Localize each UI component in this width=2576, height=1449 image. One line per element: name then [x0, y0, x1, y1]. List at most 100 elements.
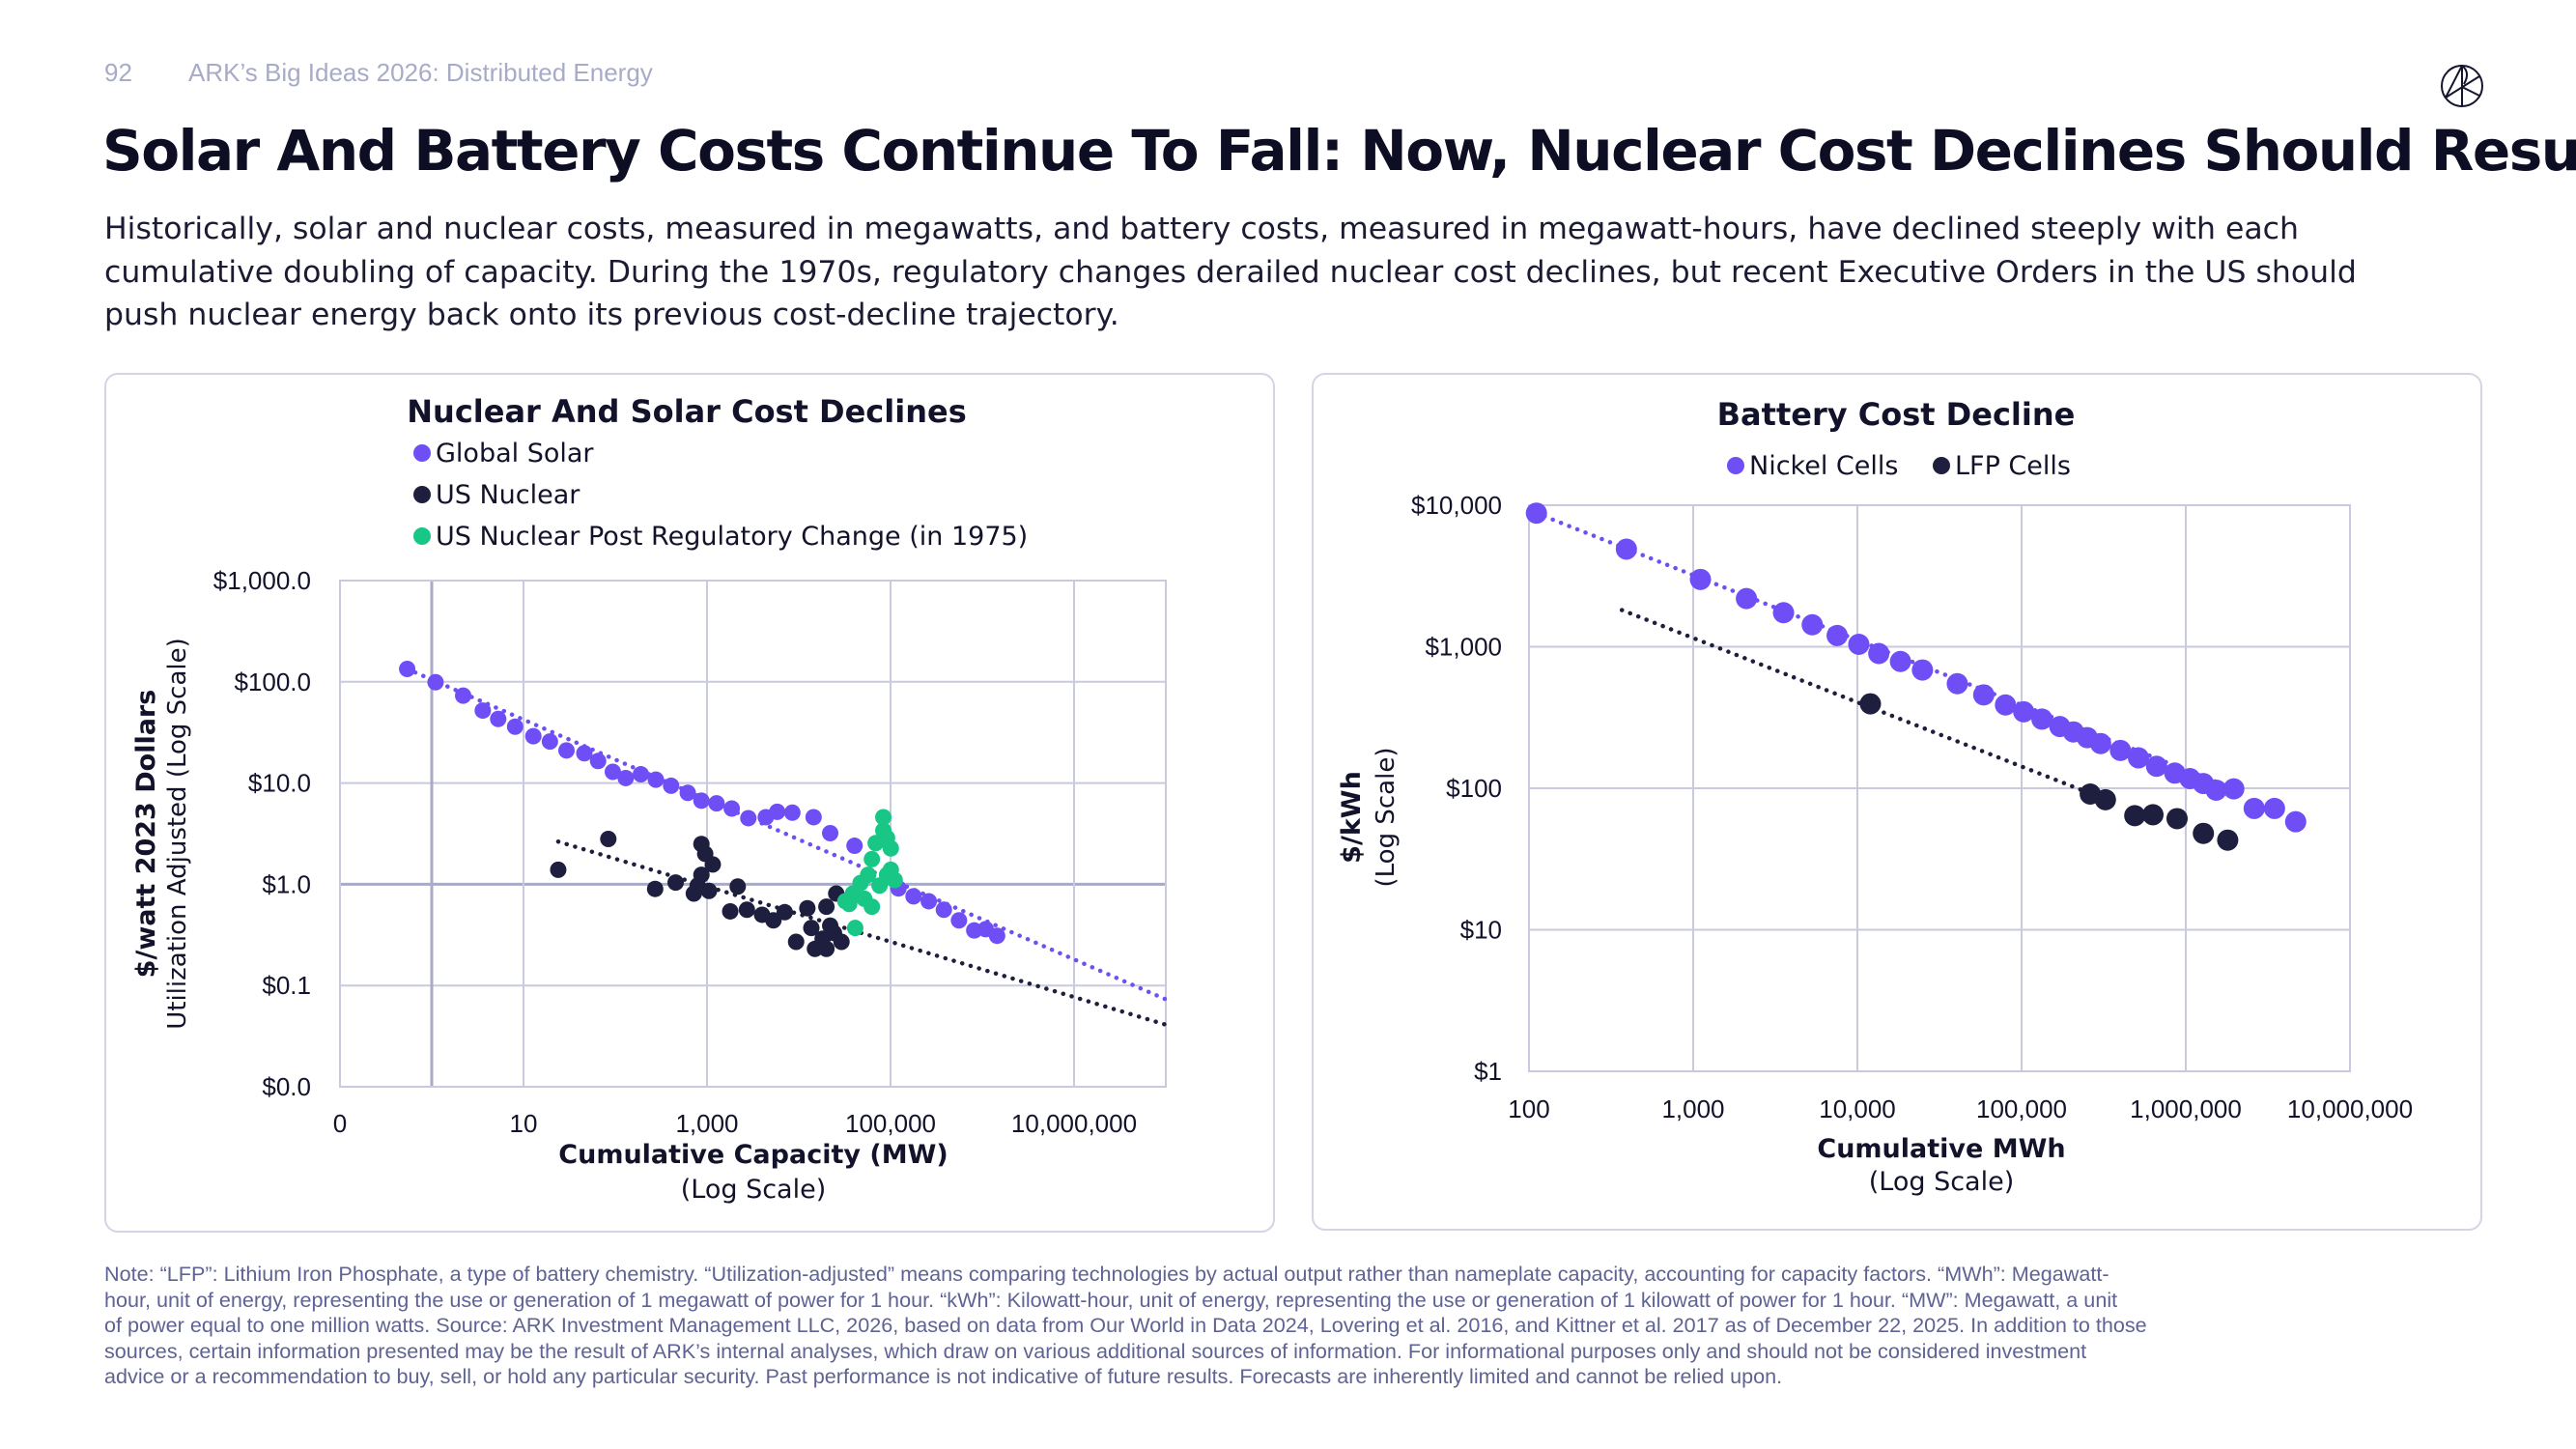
data-point — [882, 839, 899, 857]
subtitle-line: cumulative doubling of capacity. During … — [104, 254, 2357, 290]
data-point — [1736, 587, 1758, 610]
y-tick-label: $10.0 — [248, 769, 311, 798]
data-point — [822, 824, 839, 841]
data-point — [604, 763, 621, 781]
page-number: 92 — [104, 58, 132, 87]
legend-marker — [1727, 457, 1744, 474]
plot-area-border — [339, 580, 1167, 1088]
data-point — [1859, 693, 1882, 715]
data-point — [600, 831, 617, 848]
data-point — [1995, 694, 2017, 716]
data-point — [2222, 778, 2245, 800]
data-point — [2284, 810, 2307, 833]
x-tick-label: 100 — [1508, 1094, 1549, 1123]
data-point — [490, 710, 507, 727]
page-title: Solar And Battery Costs Continue To Fall… — [102, 118, 2576, 184]
data-point — [935, 901, 952, 919]
data-point — [1689, 568, 1712, 590]
y-tick-label: $10,000 — [1411, 491, 1502, 520]
data-point — [557, 742, 575, 759]
trend-line — [405, 667, 1169, 1002]
data-point — [905, 888, 922, 905]
data-point — [769, 803, 786, 820]
x-tick-label: 10,000 — [1819, 1094, 1896, 1123]
data-point — [679, 784, 696, 802]
data-point — [506, 718, 524, 735]
y-axis-subtitle: Utilization Adjusted (Log Scale) — [163, 638, 192, 1030]
data-point — [663, 777, 680, 794]
y-tick-label: $100.0 — [234, 668, 311, 696]
y-tick-label: $0.1 — [262, 971, 311, 1000]
data-point — [783, 804, 801, 821]
legend-marker — [1933, 457, 1950, 474]
legend-label: LFP Cells — [1955, 451, 2071, 481]
x-tick-label: 0 — [333, 1109, 347, 1138]
data-point — [455, 687, 472, 704]
data-point — [886, 871, 903, 889]
x-axis-title: Cumulative Capacity (MW) — [558, 1140, 948, 1170]
x-tick-label: 10,000,000 — [1011, 1109, 1137, 1138]
page-subtitle: Historically, solar and nuclear costs, m… — [104, 208, 2357, 337]
data-point — [2263, 797, 2285, 819]
data-point — [799, 899, 816, 917]
data-point — [2193, 822, 2215, 844]
data-point — [740, 810, 757, 827]
ark-logo-icon — [2441, 65, 2483, 107]
data-point — [541, 733, 558, 751]
y-axis-subtitle: (Log Scale) — [1372, 748, 1401, 888]
nuclear-solar-chart-panel — [104, 373, 1275, 1233]
data-point — [840, 895, 858, 913]
footnote: Note: “LFP”: Lithium Iron Phosphate, a t… — [104, 1262, 2480, 1390]
data-point — [524, 727, 542, 745]
footnote-line: hour, unit of energy, representing the u… — [104, 1287, 2118, 1312]
data-point — [1525, 502, 1547, 525]
data-point — [589, 753, 607, 770]
data-point — [550, 861, 567, 878]
data-point — [2166, 808, 2188, 830]
data-point — [818, 898, 835, 916]
subtitle-line: push nuclear energy back onto its previo… — [104, 298, 1119, 332]
data-point — [722, 902, 739, 920]
x-axis-subtitle: (Log Scale) — [1869, 1167, 2015, 1197]
data-point — [920, 893, 938, 910]
y-tick-label: $1 — [1474, 1057, 1502, 1086]
y-tick-label: $1.0 — [262, 869, 311, 898]
data-point — [617, 769, 635, 786]
data-point — [2128, 747, 2150, 769]
data-point — [2031, 708, 2053, 730]
data-point — [822, 917, 839, 934]
data-point — [863, 850, 881, 867]
data-point — [700, 882, 718, 899]
data-point — [667, 874, 685, 892]
data-point — [1889, 650, 1911, 672]
data-point — [950, 912, 968, 929]
data-point — [988, 927, 1005, 945]
data-point — [2142, 804, 2165, 826]
footnote-line: of power equal to one million watts. Sou… — [104, 1313, 2147, 1337]
y-tick-label: $1,000 — [1425, 633, 1502, 662]
x-tick-label: 1,000,000 — [2130, 1094, 2242, 1123]
data-point — [647, 771, 665, 788]
data-point — [427, 673, 444, 691]
legend-label: Global Solar — [436, 439, 594, 469]
data-point — [1826, 624, 1849, 646]
legend-label: Nickel Cells — [1749, 451, 1898, 481]
x-tick-label: 10 — [510, 1109, 538, 1138]
data-point — [833, 933, 850, 951]
x-tick-label: 1,000 — [1661, 1094, 1724, 1123]
plot-area-border — [1528, 504, 2351, 1072]
data-point — [708, 795, 725, 812]
y-axis-title: $/watt 2023 Dollars — [131, 690, 161, 979]
chart-title: Nuclear And Solar Cost Declines — [407, 393, 966, 430]
x-tick-label: 1,000 — [675, 1109, 738, 1138]
data-point — [818, 940, 835, 957]
data-point — [803, 920, 820, 937]
data-point — [1911, 659, 1934, 681]
data-point — [646, 880, 664, 897]
data-point — [860, 867, 877, 884]
y-tick-label: $100 — [1446, 774, 1502, 803]
data-point — [1868, 642, 1890, 665]
x-axis-title: Cumulative MWh — [1817, 1134, 2065, 1164]
data-point — [846, 838, 863, 855]
data-point — [2013, 700, 2035, 723]
